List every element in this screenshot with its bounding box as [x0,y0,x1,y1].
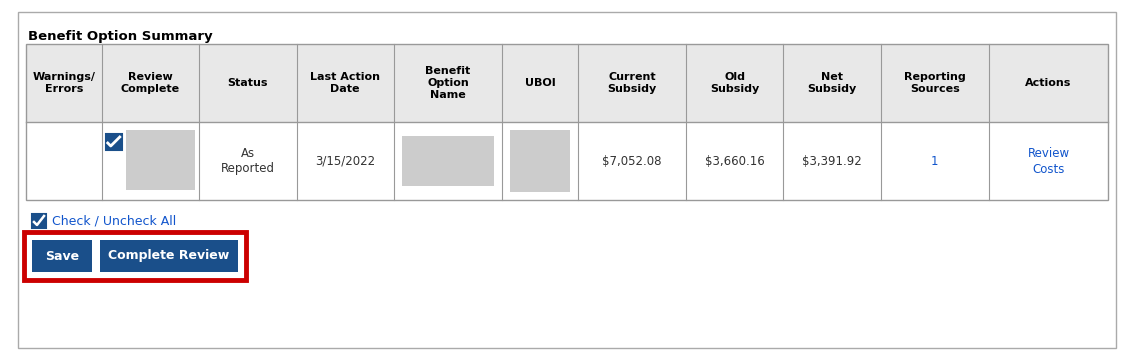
Text: 1: 1 [931,154,938,167]
Text: UBOI: UBOI [525,78,555,88]
Text: Save: Save [45,249,79,262]
Text: $7,052.08: $7,052.08 [602,154,662,167]
Bar [26,44,1108,200]
Bar [100,240,238,272]
Text: Benefit
Option
Name: Benefit Option Name [425,66,470,100]
Bar [24,232,246,280]
Bar [126,130,195,190]
Text: As
Reported: As Reported [221,147,275,175]
Text: $3,391.92: $3,391.92 [802,154,862,167]
Text: Benefit Option Summary: Benefit Option Summary [28,30,213,43]
Text: Last Action
Date: Last Action Date [310,72,381,94]
Text: Reporting
Sources: Reporting Sources [904,72,965,94]
Bar [32,240,92,272]
Text: $3,660.16: $3,660.16 [705,154,765,167]
Text: Review
Complete: Review Complete [121,72,180,94]
Text: Actions: Actions [1025,78,1072,88]
Text: Complete Review: Complete Review [109,249,230,262]
Text: Status: Status [228,78,269,88]
Text: Current
Subsidy: Current Subsidy [607,72,656,94]
Text: Old
Subsidy: Old Subsidy [710,72,759,94]
Bar [26,44,1108,122]
Text: Check / Uncheck All: Check / Uncheck All [52,215,177,228]
Bar [32,214,46,228]
Bar [402,136,494,186]
Bar [510,130,570,192]
Text: Review
Costs: Review Costs [1028,147,1070,176]
Bar [105,134,121,150]
Text: Net
Subsidy: Net Subsidy [808,72,857,94]
Text: 3/15/2022: 3/15/2022 [315,154,375,167]
Text: Warnings/
Errors: Warnings/ Errors [33,72,95,94]
